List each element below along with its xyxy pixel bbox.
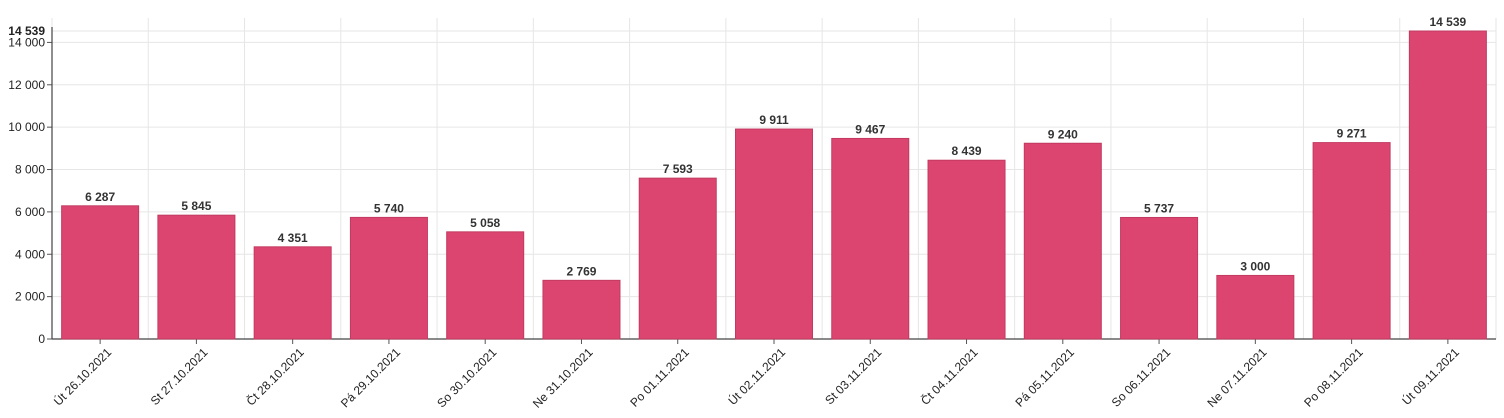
x-tick-label: So 06.11.2021 xyxy=(1109,345,1174,410)
x-tick-label: St 27.10.2021 xyxy=(148,345,211,408)
x-axis-labels: Út 26.10.2021 St 27.10.2021 Čt 28.10.2021 P… xyxy=(50,344,1462,411)
data-label: 7 593 xyxy=(663,162,693,176)
bar xyxy=(1408,30,1487,340)
bar xyxy=(927,159,1006,340)
data-label: 6 287 xyxy=(85,190,115,204)
bar xyxy=(1023,142,1102,340)
bar xyxy=(734,128,814,340)
data-label: 5 740 xyxy=(374,201,404,215)
data-label: 9 240 xyxy=(1048,127,1078,141)
bar xyxy=(253,246,332,340)
x-tick-label: Ne 07.11.2021 xyxy=(1205,345,1270,410)
bar xyxy=(157,214,236,340)
x-tick-label: St 03.11.2021 xyxy=(822,345,884,407)
bar xyxy=(542,279,621,340)
data-label: 5 737 xyxy=(1144,201,1174,215)
data-label: 8 439 xyxy=(952,144,982,158)
x-tick-label: Po 01.11.2021 xyxy=(627,345,692,410)
x-tick-label: Čt 28.10.2021 xyxy=(243,344,307,408)
x-tick-label: So 30.10.2021 xyxy=(434,345,499,410)
y-tick-label: 4 000 xyxy=(15,247,45,261)
data-labels: 6 287 5 845 4 351 5 740 5 058 2 769 7 593 9 911… xyxy=(85,15,1466,278)
data-label: 5 058 xyxy=(470,216,500,230)
y-tick-label: 8 000 xyxy=(15,163,45,177)
x-tick-label: Čt 04.11.2021 xyxy=(917,344,981,408)
y-tick-label: 0 xyxy=(38,332,45,346)
data-label: 9 271 xyxy=(1337,127,1367,141)
bars xyxy=(61,30,1487,340)
x-tick-label: Út 09.11.2021 xyxy=(1399,344,1463,408)
bar xyxy=(831,137,910,340)
x-tick-label: Ne 31.10.2021 xyxy=(530,345,596,411)
bar xyxy=(1216,274,1295,340)
y-tick-label: 2 000 xyxy=(15,290,45,304)
y-max-label: 14 539 xyxy=(8,24,45,38)
x-tick-label: Pá 05.11.2021 xyxy=(1012,345,1077,410)
data-label: 9 911 xyxy=(759,113,789,127)
data-label: 14 539 xyxy=(1430,15,1467,29)
data-label: 2 769 xyxy=(566,264,596,278)
bar xyxy=(1120,216,1199,340)
data-label: 5 845 xyxy=(181,199,211,213)
x-tick-label: Po 08.11.2021 xyxy=(1301,345,1366,410)
data-label: 4 351 xyxy=(278,231,308,245)
bar xyxy=(1312,142,1391,340)
y-axis-labels: 0 2 000 4 000 6 000 8 000 10 000 12 000 14 0001… xyxy=(8,24,45,346)
y-tick-label: 10 000 xyxy=(8,120,45,134)
bar xyxy=(638,177,717,340)
data-label: 9 467 xyxy=(855,122,885,136)
data-label: 3 000 xyxy=(1240,259,1270,273)
y-tick-label: 12 000 xyxy=(8,78,45,92)
x-tick-label: Út 26.10.2021 xyxy=(50,344,114,408)
bar xyxy=(61,205,140,340)
y-tick-label: 14 000 xyxy=(8,35,45,49)
x-tick-label: Út 02.11.2021 xyxy=(725,344,789,408)
bar xyxy=(446,231,525,340)
bar xyxy=(349,216,428,340)
y-tick-label: 6 000 xyxy=(15,205,45,219)
x-tick-label: Pá 29.10.2021 xyxy=(338,345,403,410)
